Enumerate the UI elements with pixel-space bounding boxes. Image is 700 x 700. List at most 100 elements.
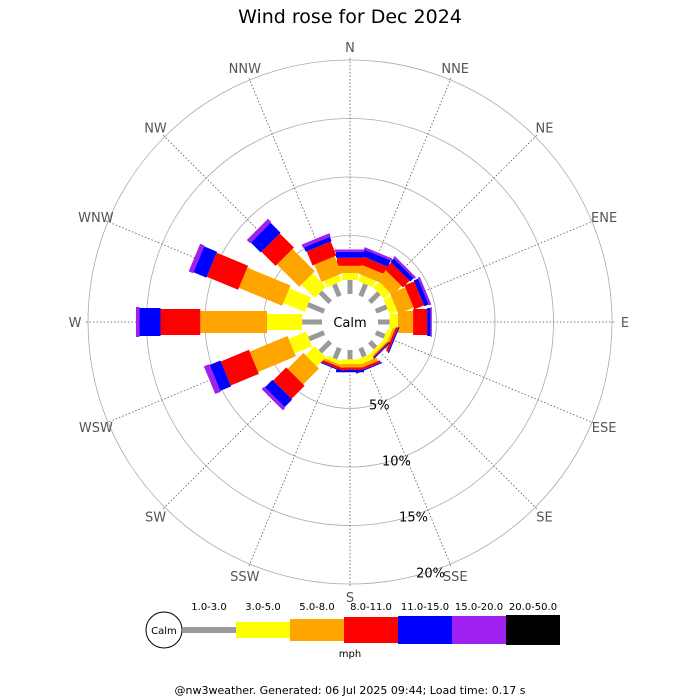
bar-ssw-bin-5 bbox=[318, 360, 345, 373]
bar-sse-bin-2 bbox=[356, 353, 374, 365]
bar-nw-bin-1 bbox=[318, 290, 332, 304]
bar-e-bin-1 bbox=[378, 319, 390, 325]
legend-label-6: 15.0-20.0 bbox=[455, 602, 503, 613]
bar-nne-bin-5 bbox=[362, 249, 391, 267]
bar-nnw-bin-3 bbox=[314, 256, 342, 282]
legend-swatch-2 bbox=[236, 622, 290, 638]
bar-se-bin-4 bbox=[369, 341, 389, 361]
legend-label-2: 3.0-5.0 bbox=[245, 602, 280, 613]
spoke-ssw bbox=[247, 347, 340, 568]
legend-label-3: 5.0-8.0 bbox=[299, 602, 334, 613]
bar-sse-bin-1 bbox=[358, 346, 367, 358]
bar-w-bin-4 bbox=[160, 309, 201, 335]
bar-e-bin-5 bbox=[427, 308, 431, 336]
direction-label-ne: NE bbox=[536, 122, 554, 137]
bar-sw-bin-2 bbox=[305, 346, 326, 367]
bar-n-bin-6 bbox=[335, 249, 365, 252]
bar-sw-bin-6 bbox=[261, 386, 286, 411]
direction-label-e: E bbox=[621, 316, 629, 331]
bar-se-bin-5 bbox=[369, 341, 391, 363]
bar-ene-bin-6 bbox=[417, 276, 432, 306]
bar-ene-bin-3 bbox=[390, 287, 414, 314]
bar-nne-bin-3 bbox=[358, 264, 383, 282]
bar-wnw-bin-5 bbox=[193, 246, 218, 278]
calm-label: Calm bbox=[333, 316, 366, 331]
bar-ne-bin-2 bbox=[373, 281, 391, 299]
bar-e-bin-4 bbox=[413, 309, 428, 335]
bar-sw-bin-3 bbox=[287, 353, 319, 385]
bar-w-bin-3 bbox=[200, 311, 268, 333]
bar-s-bin-3 bbox=[339, 364, 361, 368]
bar-n-bin-5 bbox=[336, 251, 364, 258]
bar-nne-bin-6 bbox=[363, 247, 393, 261]
direction-label-s: S bbox=[346, 591, 354, 606]
radial-tick-20: 20% bbox=[416, 567, 445, 582]
bar-nnw-bin-1 bbox=[332, 283, 342, 298]
bar-w-bin-1 bbox=[302, 319, 322, 325]
legend-swatch-5 bbox=[398, 616, 452, 644]
bar-nnw-bin-2 bbox=[324, 274, 342, 288]
bar-sw-bin-1 bbox=[318, 340, 332, 354]
legend-label-4: 8.0-11.0 bbox=[350, 602, 392, 613]
bar-nw-bin-5 bbox=[250, 222, 281, 253]
legend-label-7: 20.0-50.0 bbox=[509, 602, 557, 613]
direction-labels: N NNE NE ENE E ESE SE SSE S SSW SW WSW W WNW NW NNW bbox=[69, 41, 630, 606]
bar-w-bin-2 bbox=[267, 314, 303, 330]
direction-label-nne: NNE bbox=[441, 62, 469, 77]
bar-n-bin-2 bbox=[342, 272, 358, 280]
bar-se-bin-3 bbox=[370, 342, 387, 359]
direction-label-w: W bbox=[69, 316, 82, 331]
bar-ene-bin-5 bbox=[413, 278, 429, 307]
direction-label-wsw: WSW bbox=[79, 421, 113, 436]
bar-wsw-bin-6 bbox=[203, 364, 221, 395]
chart-title: Wind rose for Dec 2024 bbox=[238, 6, 462, 28]
bar-ne-bin-5 bbox=[390, 258, 414, 282]
direction-label-wnw: WNW bbox=[78, 211, 114, 226]
spoke-se bbox=[369, 341, 539, 511]
radial-tick-5: 5% bbox=[369, 399, 390, 414]
legend-label-1: 1.0-3.0 bbox=[191, 602, 226, 613]
radial-tick-10: 10% bbox=[382, 455, 411, 470]
radial-tick-labels: 5% 10% 15% 20% bbox=[369, 399, 445, 582]
bar-ene-bin-1 bbox=[374, 304, 388, 314]
bar-ne-bin-1 bbox=[368, 291, 381, 304]
bar-wnw-bin-6 bbox=[188, 243, 205, 274]
bar-nw-bin-3 bbox=[276, 248, 315, 287]
bar-ene-bin-2 bbox=[383, 296, 398, 315]
ring-20 bbox=[87, 59, 613, 585]
direction-label-sse: SSE bbox=[443, 570, 468, 585]
bar-nne-bin-2 bbox=[358, 274, 376, 288]
legend-swatch-4 bbox=[344, 617, 398, 643]
bar-ssw-bin-3 bbox=[322, 357, 344, 369]
bar-w-bin-5 bbox=[139, 308, 161, 336]
radial-tick-15: 15% bbox=[399, 511, 428, 526]
bar-wnw-bin-1 bbox=[306, 302, 326, 314]
bar-ssw-bin-1 bbox=[332, 346, 342, 360]
calm-circle bbox=[325, 297, 375, 347]
bar-ese-bin-2 bbox=[381, 328, 392, 346]
bar-ese-bin-4 bbox=[386, 326, 399, 352]
bar-se-bin-2 bbox=[369, 341, 384, 356]
bar-ene-bin-4 bbox=[404, 281, 425, 310]
legend-unit: mph bbox=[339, 649, 361, 660]
bar-nnw-bin-4 bbox=[306, 241, 337, 266]
direction-label-nnw: NNW bbox=[229, 62, 261, 77]
spoke-sse bbox=[360, 347, 453, 568]
bar-s-bin-1 bbox=[347, 350, 353, 360]
bar-e-bin-6 bbox=[430, 307, 432, 337]
bar-wnw-bin-2 bbox=[283, 288, 311, 312]
bar-ne-bin-4 bbox=[384, 262, 410, 288]
direction-label-sw: SW bbox=[145, 511, 166, 526]
bar-n-bin-4 bbox=[337, 257, 363, 266]
bar-ssw-bin-4 bbox=[319, 359, 345, 372]
legend-swatch-7 bbox=[506, 615, 560, 645]
legend-label-5: 11.0-15.0 bbox=[401, 602, 449, 613]
direction-label-ene: ENE bbox=[591, 211, 617, 226]
footer-text: @nw3weather. Generated: 06 Jul 2025 09:4… bbox=[174, 684, 526, 697]
bar-ese-bin-1 bbox=[374, 330, 386, 339]
direction-label-ssw: SSW bbox=[230, 570, 260, 585]
bar-nne-bin-4 bbox=[359, 256, 388, 275]
bar-e-bin-3 bbox=[397, 311, 414, 333]
bar-s-bin-2 bbox=[342, 359, 358, 365]
